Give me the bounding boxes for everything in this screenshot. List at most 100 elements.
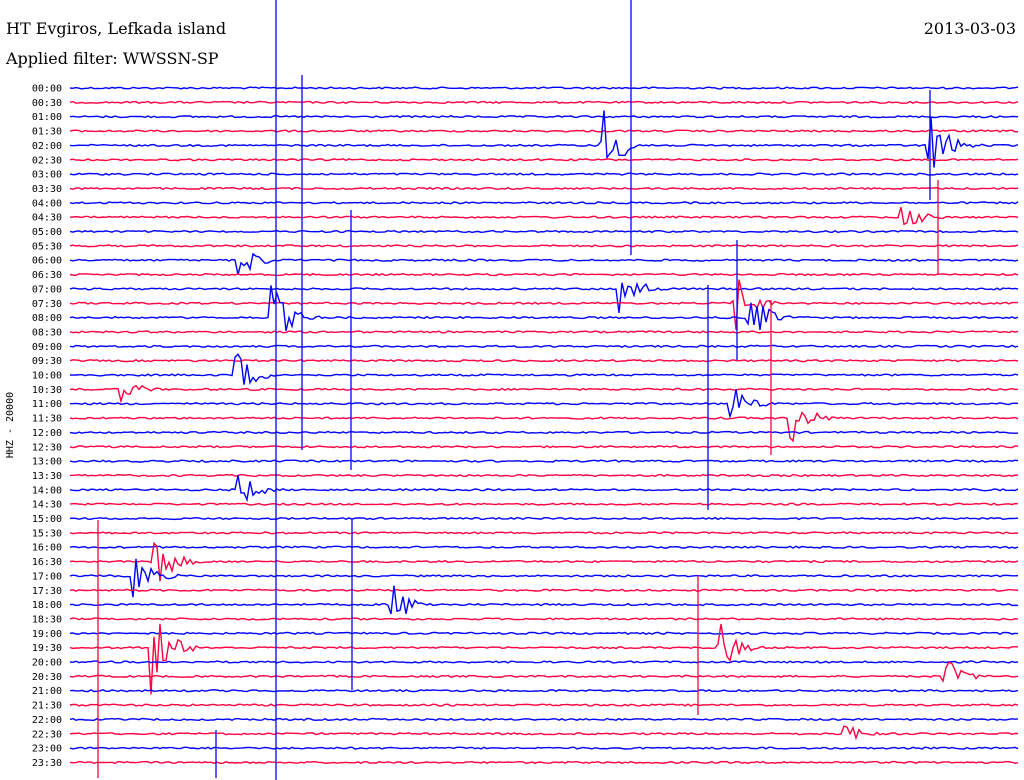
- trace-line: [69, 186, 1019, 191]
- trace-line: [69, 541, 1019, 582]
- trace-line: [69, 545, 1019, 549]
- time-label: 06:30: [32, 270, 62, 281]
- trace-line: [69, 617, 1019, 621]
- time-label: 13:30: [32, 471, 62, 482]
- trace-line: [69, 623, 1018, 695]
- trace-line: [69, 207, 1019, 226]
- trace-line: [69, 86, 1019, 90]
- time-label: 22:00: [32, 715, 62, 726]
- trace-line: [69, 717, 1019, 722]
- trace-line: [69, 516, 1019, 521]
- trace-line: [69, 201, 1019, 205]
- time-label: 19:00: [32, 629, 62, 640]
- trace-line: [69, 689, 1019, 693]
- time-label: 20:00: [32, 658, 62, 669]
- time-label: 18:00: [32, 600, 62, 611]
- trace-line: [69, 279, 1019, 330]
- time-label: 04:00: [32, 198, 62, 209]
- trace-line: [69, 244, 1019, 248]
- time-label: 15:30: [32, 528, 62, 539]
- trace-line: [69, 115, 1019, 119]
- time-label: 01:30: [32, 127, 62, 138]
- time-label: 11:30: [32, 414, 62, 425]
- trace-line: [69, 344, 1019, 348]
- trace-line: [69, 703, 1019, 707]
- trace-line: [69, 631, 1019, 635]
- time-label: 02:00: [32, 141, 62, 152]
- time-label: 23:00: [32, 744, 62, 755]
- time-label: 02:30: [32, 155, 62, 166]
- trace-line: [69, 100, 1019, 104]
- trace-line: [69, 661, 1019, 683]
- time-label: 21:00: [32, 686, 62, 697]
- time-label: 07:30: [32, 299, 62, 310]
- trace-line: [69, 272, 1019, 277]
- time-label: 10:30: [32, 385, 62, 396]
- trace-line: [69, 459, 1019, 463]
- time-label: 00:00: [32, 84, 62, 95]
- time-label: 00:30: [32, 98, 62, 109]
- time-label: 14:00: [32, 485, 62, 496]
- trace-line: [69, 129, 1019, 133]
- time-label-group: 00:00 00:30 01:00 01:30 02:00 02:30 03:00 03:30…: [32, 84, 62, 769]
- trace-line: [69, 502, 1019, 506]
- trace-line: [69, 760, 1019, 765]
- time-label: 11:00: [32, 399, 62, 410]
- time-label: 08:00: [32, 313, 62, 324]
- time-label: 12:00: [32, 428, 62, 439]
- time-label: 06:00: [32, 256, 62, 267]
- time-label: 15:00: [32, 514, 62, 525]
- trace-line: [69, 359, 1019, 363]
- date-label: 2013-03-03: [923, 19, 1016, 38]
- filter-label: Applied filter: WWSSN-SP: [6, 49, 219, 68]
- trace-line: [69, 330, 1019, 334]
- trace-line: [69, 384, 1018, 404]
- time-label: 01:00: [32, 112, 62, 123]
- time-label: 16:30: [32, 557, 62, 568]
- station-title: HT Evgiros, Lefkada island: [6, 19, 227, 38]
- time-label: 04:30: [32, 213, 62, 224]
- time-label: 17:30: [32, 586, 62, 597]
- trace-line: [69, 353, 1019, 385]
- time-label: 12:30: [32, 442, 62, 453]
- time-label: 05:30: [32, 241, 62, 252]
- time-label: 21:30: [32, 701, 62, 712]
- time-label: 22:30: [32, 729, 62, 740]
- time-label: 09:00: [32, 342, 62, 353]
- trace-line: [69, 473, 1019, 478]
- trace-line: [69, 585, 1019, 615]
- time-label: 20:30: [32, 672, 62, 683]
- time-label: 03:30: [32, 184, 62, 195]
- trace-line: [69, 285, 1019, 331]
- time-label: 23:30: [32, 758, 62, 769]
- trace-line: [69, 558, 1019, 598]
- time-label: 16:00: [32, 543, 62, 554]
- time-label: 14:30: [32, 500, 62, 511]
- time-label: 09:30: [32, 356, 62, 367]
- trace-line: [69, 172, 1019, 176]
- time-label: 03:00: [32, 170, 62, 181]
- spike-group: [97, 0, 939, 780]
- trace-line: [69, 588, 1019, 592]
- time-label: 19:30: [32, 643, 62, 654]
- trace-line: [69, 252, 1019, 275]
- trace-line: [69, 660, 1019, 664]
- trace-line: [69, 430, 1019, 435]
- trace-line: [69, 725, 1018, 741]
- time-label: 05:00: [32, 227, 62, 238]
- trace-line: [69, 746, 1019, 750]
- time-label: 13:00: [32, 457, 62, 468]
- trace-line: [69, 411, 1019, 443]
- trace-line: [69, 281, 1019, 313]
- trace-line: [69, 389, 1018, 420]
- time-label: 18:30: [32, 614, 62, 625]
- trace-line: [69, 531, 1019, 535]
- trace-line: [69, 110, 1019, 168]
- trace-line: [69, 445, 1019, 449]
- time-label: 17:00: [32, 571, 62, 582]
- trace-line: [69, 475, 1019, 503]
- trace-line: [69, 229, 1019, 234]
- trace-line: [69, 158, 1019, 162]
